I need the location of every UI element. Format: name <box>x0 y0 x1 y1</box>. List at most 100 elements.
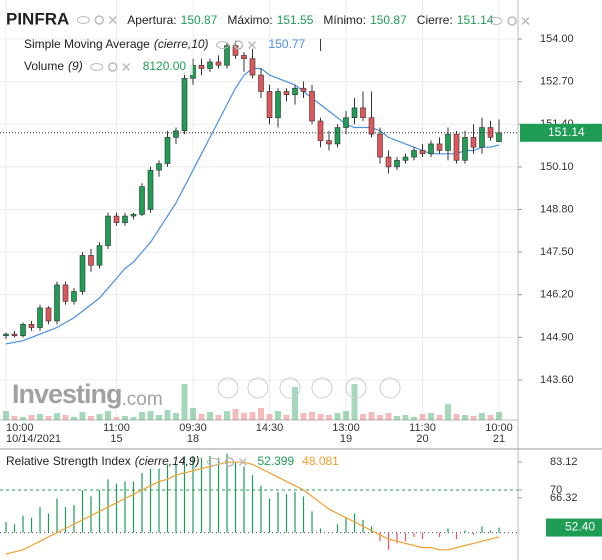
volume-bar <box>402 415 409 420</box>
candle-body <box>428 143 434 155</box>
volume-bar <box>62 415 69 420</box>
nav-button[interactable] <box>217 377 239 399</box>
candle-body <box>368 117 375 135</box>
candle-body <box>28 323 35 328</box>
rsi-bar <box>396 532 398 544</box>
indicator-value: 150.77 <box>269 37 306 51</box>
rsi-bar <box>141 472 143 533</box>
volume-bar <box>207 412 213 420</box>
settings-icon[interactable] <box>94 15 105 25</box>
indicator-params: (cierre,14,9) <box>135 454 200 468</box>
y-tick-label: 148.80 <box>540 203 574 215</box>
volume-bar <box>496 411 502 420</box>
settings-icon[interactable] <box>507 16 517 26</box>
candle-body <box>139 186 145 215</box>
y-tick-label: 66.32 <box>550 492 578 504</box>
close-icon[interactable] <box>108 15 117 25</box>
close-icon[interactable] <box>248 40 257 50</box>
candle-body <box>113 215 120 223</box>
candle-body <box>105 215 111 246</box>
legend-bg <box>140 59 193 75</box>
stat-label: Cierre: <box>417 13 453 27</box>
rsi-bar <box>64 507 67 533</box>
volume-bar <box>436 415 443 420</box>
settings-icon[interactable] <box>233 40 244 50</box>
volume-value: 8120.00 <box>143 59 187 73</box>
y-tick-label: 150.10 <box>540 161 574 173</box>
candle-body <box>54 284 60 322</box>
watermark: Investing .com <box>12 379 163 410</box>
nav-button[interactable] <box>345 377 367 399</box>
candle-body <box>96 245 103 266</box>
nav-button[interactable] <box>279 377 301 399</box>
close-icon[interactable] <box>521 16 530 26</box>
volume-bar <box>105 411 111 420</box>
volume-bar <box>122 416 128 420</box>
rsi-bar <box>192 455 194 533</box>
rsi-bar <box>115 483 118 533</box>
volume-bar <box>309 412 315 420</box>
volume-params: (9) <box>68 59 83 73</box>
candle-body <box>20 323 26 337</box>
nav-button[interactable] <box>379 377 401 399</box>
visibility-icon[interactable] <box>206 458 220 466</box>
volume-bar <box>283 415 290 420</box>
candle-body <box>377 133 383 158</box>
stat-value: 150.87 <box>370 13 407 27</box>
rsi-bar <box>56 498 58 533</box>
candle-body <box>351 107 358 119</box>
nav-button[interactable] <box>311 377 333 399</box>
x-date-label: 15 <box>110 433 122 445</box>
indicator-name: Relative Strength Index <box>6 454 131 468</box>
volume-bar <box>173 413 179 420</box>
rsi-bar <box>311 511 313 533</box>
candle-body <box>300 87 307 92</box>
volume-bar <box>241 413 247 420</box>
y-tick-label: 143.60 <box>540 374 574 386</box>
settings-icon[interactable] <box>224 457 235 467</box>
rsi-bar <box>336 524 339 533</box>
watermark-suffix: .com <box>122 389 163 410</box>
close-icon[interactable] <box>122 62 131 72</box>
candle-body <box>317 120 324 141</box>
nav-button[interactable] <box>247 377 269 399</box>
visibility-icon[interactable] <box>489 17 503 25</box>
rsi-bar <box>234 462 237 533</box>
rsi-bar <box>345 517 347 533</box>
rsi-bar <box>107 479 109 533</box>
candle-body <box>164 137 171 164</box>
rsi-bar <box>472 532 475 535</box>
y-tick-label: 70 <box>550 484 562 496</box>
volume-bar <box>487 415 494 420</box>
visibility-icon[interactable] <box>76 16 90 24</box>
volume-bar <box>3 411 9 420</box>
x-tick-label: 10:00 <box>6 422 34 434</box>
volume-bar <box>96 414 103 420</box>
candle-body <box>181 78 188 132</box>
x-tick-label: 10:00 <box>485 422 513 434</box>
rsi-bar <box>285 494 288 533</box>
rsi-bar <box>47 513 50 533</box>
volume-bar <box>385 413 392 420</box>
candle-body <box>79 255 86 292</box>
last-price-label: 151.14 <box>548 125 585 139</box>
volume-bar <box>300 413 307 420</box>
current-box <box>546 518 602 537</box>
volume-bar <box>224 411 230 420</box>
volume-bar <box>37 414 43 420</box>
volume-bar <box>215 415 222 420</box>
rsi-bar <box>387 532 390 550</box>
settings-icon[interactable] <box>107 62 118 72</box>
visibility-icon[interactable] <box>216 41 230 49</box>
candle-body <box>215 61 222 66</box>
legend: PINFRA Apertura: 150.87 Máximo: 151.55 Mínimo… <box>6 9 530 468</box>
close-icon[interactable] <box>238 457 247 467</box>
y-tick-label: 154.00 <box>540 33 574 45</box>
rsi-bar <box>226 453 228 533</box>
rsi-bar <box>73 504 75 533</box>
volume-bar <box>317 414 324 420</box>
rsi-bar <box>370 526 373 533</box>
visibility-icon[interactable] <box>90 63 104 71</box>
volume-bar <box>275 411 281 420</box>
